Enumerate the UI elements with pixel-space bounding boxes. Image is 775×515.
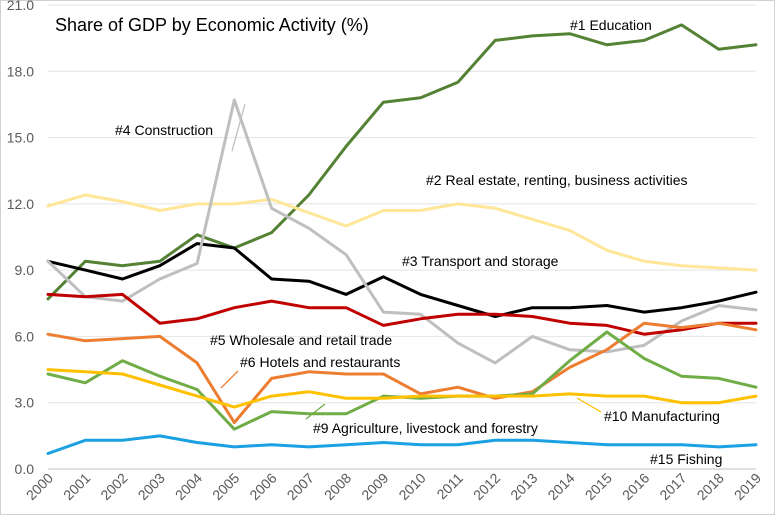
series-line-1	[46, 193, 758, 272]
y-tick-label: 9.0	[15, 262, 35, 278]
hotels-leader-line	[220, 370, 239, 389]
gridlines	[48, 4, 756, 470]
annotation-fishing: #15 Fishing	[650, 451, 722, 467]
annotation-education: #1 Education	[570, 17, 652, 33]
y-tick-label: 15.0	[7, 130, 34, 146]
agriculture-leader-line	[305, 403, 326, 420]
y-tick-label: 6.0	[15, 328, 35, 344]
y-tick-label: 3.0	[15, 395, 35, 411]
annotation-agriculture: #9 Agriculture, livestock and forestry	[313, 420, 538, 436]
y-tick-label: 0.0	[15, 461, 35, 477]
y-tick-label: 21.0	[7, 0, 34, 13]
annotation-transport: #3 Transport and storage	[402, 253, 559, 269]
construction-leader-line	[231, 103, 246, 152]
series-line-2	[46, 242, 758, 318]
series-line-8	[46, 434, 758, 455]
annotation-wholesale: #5 Wholesale and retail trade	[210, 332, 392, 348]
y-axis-ticks: 0.0 3.0 6.0 9.0 12.0 15.0 18.0 21.0	[7, 0, 34, 477]
series-line-0	[46, 23, 758, 301]
annotation-construction: #4 Construction	[115, 122, 213, 138]
y-tick-label: 18.0	[7, 63, 34, 79]
y-tick-label: 12.0	[7, 196, 34, 212]
annotation-hotels: #6 Hotels and restaurants	[240, 354, 400, 370]
annotation-real-estate: #2 Real estate, renting, business activi…	[426, 172, 687, 188]
annotation-manufacturing: #10 Manufacturing	[604, 408, 720, 424]
series-line-7	[46, 368, 758, 409]
series-line-5	[46, 321, 758, 425]
series-line-3	[46, 98, 758, 365]
series-lines	[46, 23, 758, 455]
chart-title: Share of GDP by Economic Activity (%)	[55, 15, 369, 35]
series-line-4	[46, 292, 758, 336]
manufacturing-leader-line	[576, 397, 602, 413]
